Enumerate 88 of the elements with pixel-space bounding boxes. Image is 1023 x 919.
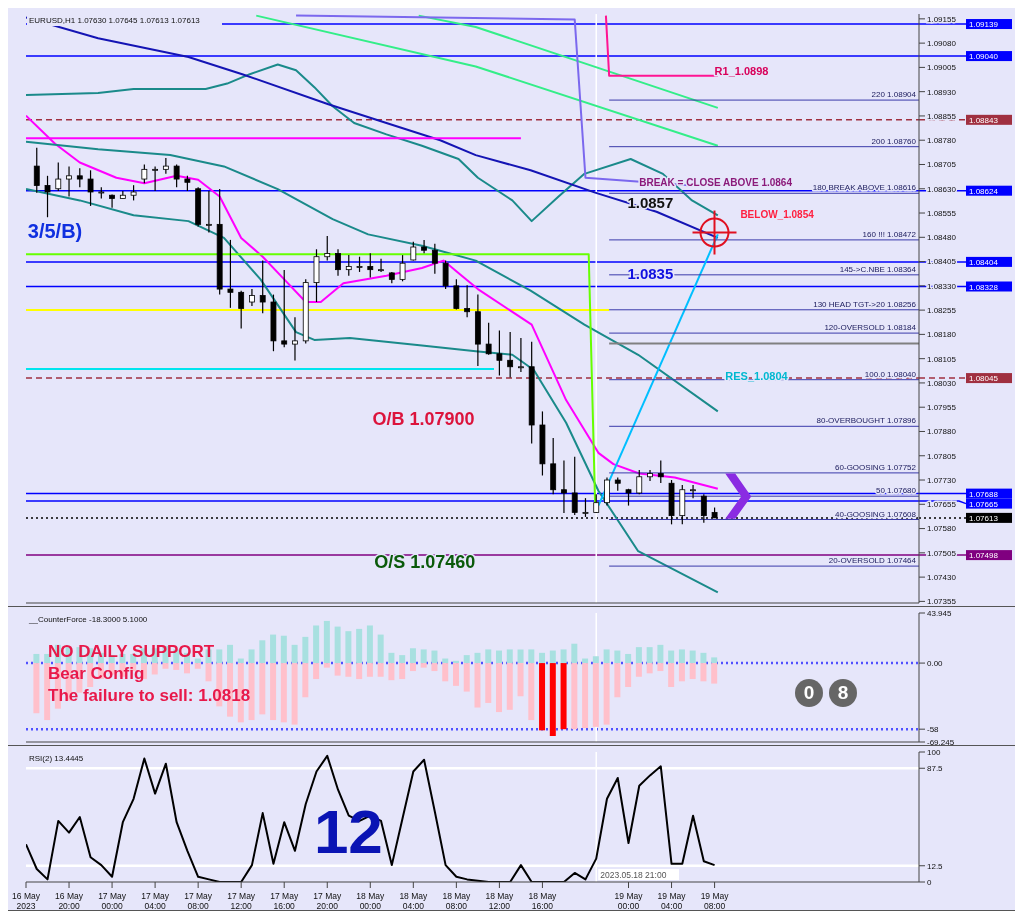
y-tick-label: 87.5 — [927, 764, 944, 774]
annotation: Bear Config — [48, 664, 145, 683]
ref-line-label: 1.08624 — [969, 186, 999, 196]
y-tick-label: 1.08555 — [927, 208, 957, 218]
y-tick-label: 1.07655 — [927, 500, 957, 510]
x-tick-label: 19 May 08:00 — [700, 891, 730, 911]
x-tick-label: 18 May 04:00 — [399, 891, 429, 911]
y-tick-label: -69.245 — [927, 737, 955, 747]
series-label: 130 HEAD TGT->20 1.08256 — [813, 299, 917, 309]
y-tick-label: 1.07430 — [927, 572, 957, 582]
annotation: 8 — [837, 682, 849, 704]
annotation: NO DAILY SUPPORT — [48, 642, 215, 661]
ref-line-label: 1.07688 — [969, 489, 999, 499]
ref-line-label: 1.09139 — [969, 20, 999, 30]
series-label: 80-OVERBOUGHT 1.07896 — [816, 416, 917, 426]
y-tick-label: 43.945 — [927, 608, 953, 618]
y-tick-label: 1.08105 — [927, 354, 957, 364]
annotation: R1_1.0898 — [714, 65, 769, 78]
x-tick-label: 18 May 08:00 — [442, 891, 472, 911]
y-tick-label: 100 — [927, 747, 941, 757]
x-tick-label: 17 May 00:00 — [98, 891, 127, 911]
series-label: 160 !!! 1.08472 — [862, 229, 917, 239]
series-label: 50 1.07680 — [875, 486, 917, 496]
y-tick-label: 1.07805 — [927, 451, 957, 461]
annotation: BREAK = CLOSE ABOVE 1.0864 — [639, 176, 793, 188]
y-tick-label: 1.09005 — [927, 63, 957, 73]
series-label: 220 1.08904 — [871, 90, 917, 100]
ref-line-label: 1.07498 — [969, 551, 999, 561]
series-label: 20-OVERSOLD 1.07464 — [828, 556, 917, 566]
annotation: 3/5/B) — [27, 219, 83, 242]
x-tick-label: 17 May 08:00 — [184, 891, 213, 911]
y-tick-label: 1.07955 — [927, 403, 957, 413]
x-tick-label: 17 May 04:00 — [141, 891, 170, 911]
ref-line-label: 1.08328 — [969, 282, 999, 292]
x-tick-label: 19 May 00:00 — [614, 891, 644, 911]
y-tick-label: 0.00 — [927, 658, 944, 668]
chart-title: RSI(2) 13.4445 — [29, 754, 84, 763]
chart-title: EURUSD,H1 1.07630 1.07645 1.07613 1.07613 — [29, 16, 201, 25]
annotation: 0 — [803, 682, 815, 704]
y-tick-label: 1.08405 — [927, 257, 957, 267]
series-label: 40-GOOSING 1.07608 — [835, 509, 917, 519]
ref-line-label: 1.08843 — [969, 116, 999, 126]
y-tick-label: 1.07730 — [927, 475, 957, 485]
y-tick-label: 1.08180 — [927, 330, 957, 340]
annotation: The failure to sell: 1.0818 — [48, 686, 251, 705]
chart-title: __CounterForce -18.3000 5.1000 — [28, 615, 148, 624]
annotation: O/S 1.07460 — [374, 551, 476, 572]
x-tick-label: 19 May 04:00 — [657, 891, 687, 911]
ref-line-label: 1.08045 — [969, 374, 999, 384]
x-tick-label: 16 May 20:00 — [55, 891, 84, 911]
y-tick-label: 1.08780 — [927, 136, 957, 146]
x-tick-label: 17 May 16:00 — [270, 891, 299, 911]
series-label: 200 1.08760 — [871, 136, 917, 146]
y-tick-label: 1.08705 — [927, 160, 957, 170]
x-tick-label: 17 May 20:00 — [313, 891, 342, 911]
y-tick-label: 1.09155 — [927, 14, 957, 24]
ref-line-label: 1.07665 — [969, 499, 999, 509]
series-label: 60-GOOSING 1.07752 — [835, 462, 917, 472]
ref-line-label: 1.08404 — [969, 258, 999, 268]
series-label: 100.0 1.08040 — [864, 369, 917, 379]
series-label: 180 BREAK ABOVE 1.08616 — [812, 183, 917, 193]
y-tick-label: 1.07355 — [927, 597, 957, 607]
y-tick-label: 1.08255 — [927, 305, 957, 315]
annotation: 1.0857 — [627, 194, 674, 212]
y-tick-label: 1.07880 — [927, 427, 957, 437]
y-tick-label: 1.07580 — [927, 524, 957, 534]
x-tick-label: 18 May 00:00 — [356, 891, 385, 911]
x-tick-label: 18 May 12:00 — [485, 891, 515, 911]
y-tick-label: 1.09080 — [927, 38, 957, 48]
annotation: 12 — [313, 797, 383, 867]
series-label: 120-OVERSOLD 1.08184 — [824, 323, 917, 333]
y-tick-label: 1.08480 — [927, 233, 957, 243]
ref-line-label: 2023.05.18 21:00 — [600, 870, 667, 880]
series-label: 145->C.NBE 1.08364 — [839, 264, 917, 274]
annotation: BELOW_1.0854 — [740, 208, 815, 220]
ref-line-label: 1.07613 — [969, 514, 999, 524]
x-tick-label: 17 May 12:00 — [227, 891, 256, 911]
ref-line-label: 1.09040 — [969, 52, 999, 62]
annotation: 1.0835 — [627, 265, 674, 283]
annotation: O/B 1.07900 — [372, 409, 475, 430]
x-tick-label: 18 May 16:00 — [528, 891, 558, 911]
y-tick-label: 1.08930 — [927, 87, 957, 97]
y-tick-label: 12.5 — [927, 861, 944, 871]
y-tick-label: -58 — [927, 725, 940, 735]
y-tick-label: 1.08855 — [927, 111, 957, 121]
y-tick-label: 0 — [927, 877, 932, 887]
x-tick-label: 16 May 2023 — [12, 891, 41, 911]
y-tick-label: 1.08030 — [927, 378, 957, 388]
